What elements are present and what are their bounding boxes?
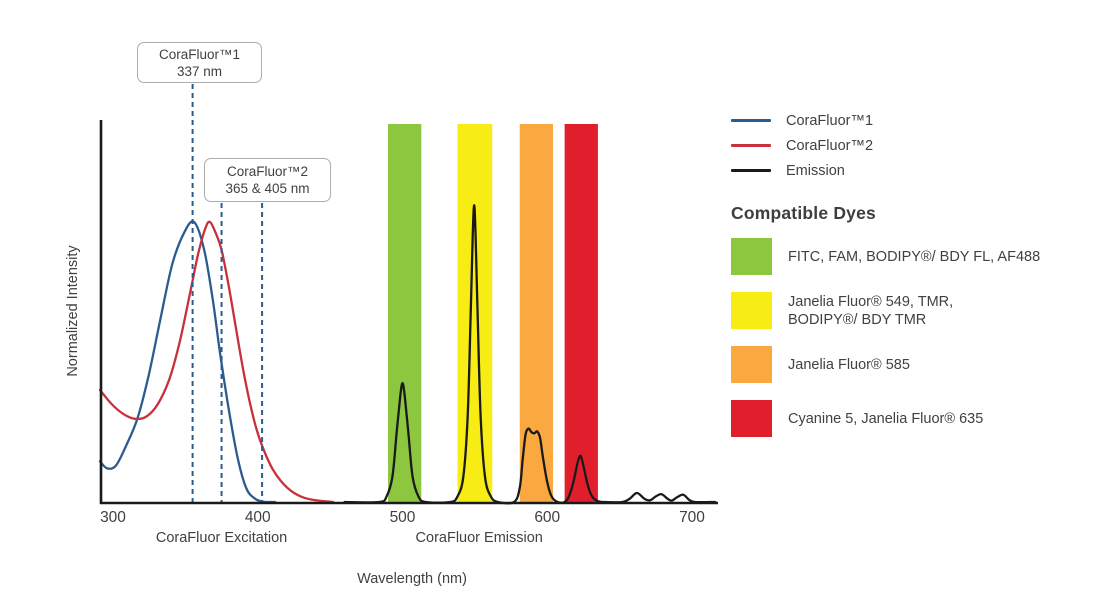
corafluor2-line-swatch: [731, 144, 771, 147]
dye-item-red: Cyanine 5, Janelia Fluor® 635: [731, 400, 1101, 437]
legend-label: Emission: [786, 162, 845, 179]
legend-label: CoraFluor™1: [786, 112, 874, 129]
dye-item-green: FITC, FAM, BODIPY®/ BDY FL, AF488: [731, 238, 1101, 275]
x-axis-title: Wavelength (nm): [357, 571, 467, 587]
filter-band-0: [388, 124, 422, 502]
compatible-dyes-heading: Compatible Dyes: [731, 203, 876, 223]
legend-item-corafluor2: CoraFluor™2: [731, 133, 1101, 158]
filter-band-1: [457, 124, 493, 502]
excitation-curve-corafluor1: [98, 220, 277, 504]
callout-corafluor2: CoraFluor™2 365 & 405 nm: [204, 158, 331, 202]
spectra-chart: 300 400 500 600 700 CoraFluor Excitation CoraF…: [65, 84, 718, 587]
y-axis-title: Normalized Intensity: [65, 245, 81, 377]
x-tick-label: 500: [390, 509, 416, 526]
yellow-filter-swatch: [731, 292, 772, 329]
red-filter-swatch: [731, 400, 772, 437]
filter-band-3: [564, 124, 598, 502]
compatible-dyes-list: FITC, FAM, BODIPY®/ BDY FL, AF488 Janeli…: [731, 238, 1101, 437]
dye-label: Janelia Fluor® 549, TMR, BODIPY®/ BDY TM…: [788, 293, 954, 328]
x-tick-label: 600: [534, 509, 560, 526]
legend-item-emission: Emission: [731, 158, 1101, 183]
callout-corafluor1: CoraFluor™1 337 nm: [137, 42, 262, 83]
dye-label: Janelia Fluor® 585: [788, 356, 910, 373]
legend-item-corafluor1: CoraFluor™1: [731, 108, 1101, 133]
excitation-curve-corafluor2: [98, 220, 335, 504]
callout-corafluor1-title: CoraFluor™1: [158, 46, 241, 62]
dye-label: FITC, FAM, BODIPY®/ BDY FL, AF488: [788, 248, 1041, 265]
axis-section-label: CoraFluor Excitation: [156, 530, 287, 546]
orange-filter-swatch: [731, 346, 772, 383]
series-legend: CoraFluor™1 CoraFluor™2 Emission: [731, 108, 1101, 183]
axis-section-label: CoraFluor Emission: [416, 530, 543, 546]
green-filter-swatch: [731, 238, 772, 275]
legend-label: CoraFluor™2: [786, 137, 874, 154]
dye-label: Cyanine 5, Janelia Fluor® 635: [788, 410, 984, 427]
dye-item-orange: Janelia Fluor® 585: [731, 346, 1101, 383]
callout-corafluor2-wavelength: 365 & 405 nm: [225, 181, 310, 196]
callout-corafluor1-wavelength: 337 nm: [176, 63, 223, 79]
x-tick-label: 400: [245, 509, 271, 526]
corafluor1-line-swatch: [731, 119, 771, 122]
callout-corafluor2-title: CoraFluor™2: [226, 164, 309, 179]
emission-line-swatch: [731, 169, 771, 172]
x-tick-label: 700: [679, 509, 705, 526]
legend-panel: CoraFluor™1 CoraFluor™2 Emission Compati…: [731, 108, 1101, 454]
emission-curve: [343, 204, 717, 505]
dye-item-yellow: Janelia Fluor® 549, TMR, BODIPY®/ BDY TM…: [731, 292, 1101, 329]
x-tick-label: 300: [100, 509, 126, 526]
